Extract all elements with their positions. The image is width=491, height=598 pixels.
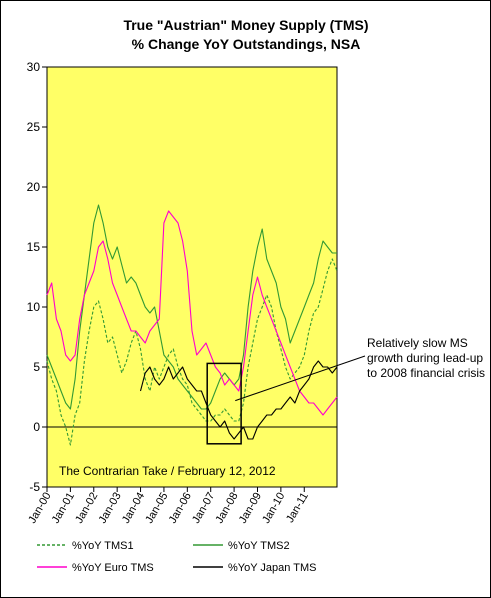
y-tick-label: 0 <box>33 420 40 434</box>
y-tick-label: 10 <box>27 300 41 314</box>
legend-label: %YoY TMS2 <box>228 540 290 552</box>
x-tick-label: Jan-10 <box>260 491 287 526</box>
annotation-line: Relatively slow MS <box>367 336 468 350</box>
x-tick-label: Jan-11 <box>284 491 311 525</box>
series-line-4 <box>139 360 338 440</box>
annotation-line: to 2008 financial crisis <box>367 366 485 380</box>
series-layer <box>46 204 338 446</box>
series-line-3 <box>46 210 338 416</box>
y-tick-label: 30 <box>27 60 41 74</box>
highlight-box <box>206 362 242 445</box>
legend-label: %YoY Japan TMS <box>228 562 316 574</box>
y-tick-label: -5 <box>29 480 40 494</box>
annotation-line: growth during lead-up <box>367 351 483 365</box>
y-tick-label: 15 <box>27 240 41 254</box>
legend-label: %YoY TMS1 <box>72 540 134 552</box>
chart-title: True "Austrian" Money Supply (TMS) <box>123 17 368 33</box>
y-tick-label: 20 <box>27 180 41 194</box>
series-line-1 <box>46 258 338 446</box>
annotation-pointer <box>235 355 366 402</box>
y-axis: -5 0 5 10 15 20 25 30 <box>27 60 47 494</box>
series-line-2 <box>46 204 337 410</box>
legend-label: %YoY Euro TMS <box>72 562 154 574</box>
x-axis: Jan-00Jan-01Jan-02Jan-03Jan-04Jan-05Jan-… <box>26 487 311 526</box>
source-note: The Contrarian Take / February 12, 2012 <box>59 464 276 478</box>
y-tick-label: 5 <box>33 360 40 374</box>
legend: %YoY TMS1 %YoY TMS2 %YoY Euro TMS %YoY Japa… <box>37 540 316 574</box>
plot-area <box>46 66 338 488</box>
chart-subtitle: % Change YoY Outstandings, NSA <box>132 36 361 52</box>
y-tick-label: 25 <box>27 120 41 134</box>
